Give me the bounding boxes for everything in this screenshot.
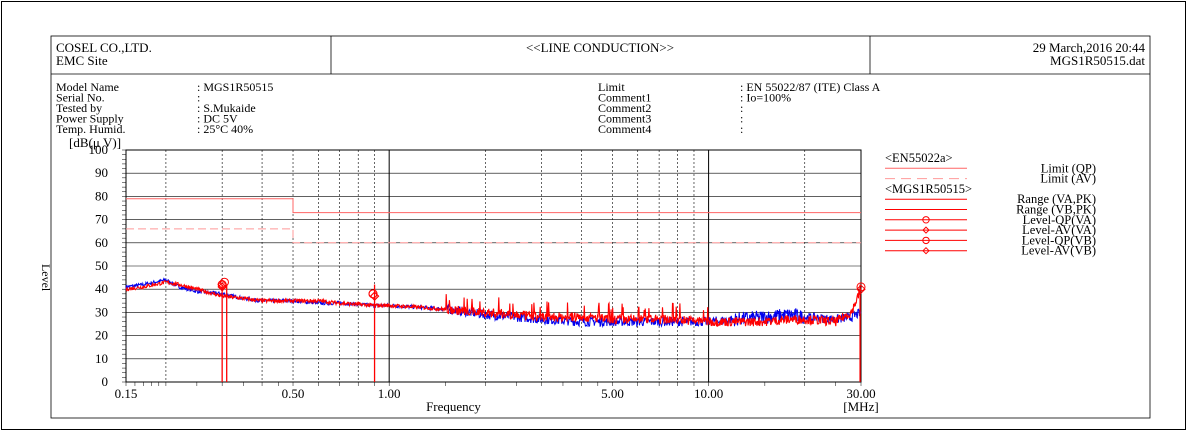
info-label: Comment1 bbox=[598, 91, 651, 105]
y-axis-label: Level bbox=[39, 264, 53, 292]
report-title: <<LINE CONDUCTION>> bbox=[526, 40, 674, 55]
y-tick-label: 30 bbox=[95, 304, 108, 319]
y-tick-label: 0 bbox=[102, 374, 109, 389]
x-axis-unit: [MHz] bbox=[843, 399, 878, 414]
x-tick-label: 0.15 bbox=[115, 386, 138, 401]
legend-entry: Level-QP(VA) bbox=[1023, 213, 1096, 227]
legend-marker-av bbox=[922, 226, 930, 234]
legend-marker-qp bbox=[922, 216, 930, 224]
y-tick-label: 80 bbox=[95, 188, 108, 203]
info-right-block: Limit : EN 55022/87 (ITE) Class A Comment1… bbox=[598, 80, 881, 136]
info-value: : Io=100% bbox=[740, 91, 791, 105]
info-label: Temp. Humid. bbox=[56, 122, 126, 136]
y-tick-label: 20 bbox=[95, 328, 108, 343]
marker-qp bbox=[368, 289, 378, 299]
y-tick-label: 70 bbox=[95, 212, 108, 227]
x-tick-label: 30.00 bbox=[846, 386, 875, 401]
y-tick-label: 50 bbox=[95, 258, 108, 273]
trace-vb-pk bbox=[125, 279, 862, 328]
y-tick-label: 10 bbox=[95, 351, 108, 366]
info-value: : S.Mukaide bbox=[197, 101, 256, 115]
info-value: : bbox=[197, 91, 200, 105]
y-tick-label: 90 bbox=[95, 165, 108, 180]
site-name: EMC Site bbox=[56, 53, 108, 68]
legend-group-data: <MGS1R50515> bbox=[885, 182, 972, 196]
x-tick-label: 1.00 bbox=[378, 386, 401, 401]
info-label: Serial No. bbox=[56, 91, 105, 105]
marker-qp bbox=[856, 282, 866, 292]
company-name: COSEL CO.,LTD. bbox=[56, 40, 152, 55]
marker-av bbox=[369, 291, 380, 301]
info-label: Power Supply bbox=[56, 112, 124, 126]
x-tick-label: 10.00 bbox=[694, 386, 723, 401]
legend-marker-av bbox=[922, 246, 930, 255]
info-value: : MGS1R50515 bbox=[197, 80, 273, 94]
info-label: Comment3 bbox=[598, 112, 651, 126]
x-tick-label: 5.00 bbox=[601, 386, 624, 401]
info-left-block: Model Name : MGS1R50515 Serial No.: Tested … bbox=[56, 80, 273, 136]
legend-entry: Limit (QP) bbox=[1041, 161, 1096, 175]
info-value: : bbox=[740, 101, 743, 115]
info-label: Comment2 bbox=[598, 101, 651, 115]
plot-frame bbox=[125, 149, 862, 383]
x-axis-label: Frequency bbox=[426, 399, 481, 414]
marker-av bbox=[217, 279, 227, 290]
y-tick-label: 60 bbox=[95, 235, 108, 250]
info-value: : bbox=[740, 112, 743, 126]
legend-marker-qp bbox=[922, 236, 930, 245]
y-axis-unit: [dB(μ V)] bbox=[69, 135, 121, 150]
limit-av-line bbox=[126, 228, 861, 244]
report-file: MGS1R50515.dat bbox=[1050, 53, 1145, 68]
legend-entry: Range (VA,PK) bbox=[1017, 192, 1096, 206]
limit-qp-line bbox=[126, 198, 861, 214]
info-value: : DC 5V bbox=[197, 112, 238, 126]
info-label: Model Name bbox=[56, 80, 119, 94]
legend-group-limit: <EN55022a> bbox=[885, 151, 953, 165]
chart-legend: <EN55022a> Limit (QP)Limit (AV) <MGS1R5051… bbox=[885, 151, 1096, 258]
plot-area: 0 10 20 30 40 50 60 70 80 90 100 0.15 0.50 1.00 5.00 10… bbox=[39, 135, 879, 414]
info-value: : bbox=[740, 122, 743, 136]
info-label: Tested by bbox=[56, 101, 102, 115]
legend-entry: Level-QP(VB) bbox=[1022, 233, 1096, 247]
marker-av bbox=[856, 284, 866, 294]
legend-entry: Level-AV(VB) bbox=[1021, 244, 1096, 258]
info-value: : 25°C 40% bbox=[197, 122, 253, 136]
info-label: Limit bbox=[598, 80, 625, 94]
info-value: : EN 55022/87 (ITE) Class A bbox=[740, 80, 881, 94]
legend-entry: Range (VB,PK) bbox=[1016, 203, 1096, 217]
legend-entry: Level-AV(VA) bbox=[1022, 223, 1096, 237]
y-tick-label: 40 bbox=[95, 281, 108, 296]
report-datetime: 29 March,2016 20:44 bbox=[1033, 40, 1146, 55]
report-border bbox=[50, 35, 1151, 419]
x-tick-label: 0.50 bbox=[282, 386, 305, 401]
info-label: Comment4 bbox=[598, 122, 651, 136]
y-tick-label: 100 bbox=[89, 142, 109, 157]
legend-entry: Limit (AV) bbox=[1040, 172, 1096, 186]
